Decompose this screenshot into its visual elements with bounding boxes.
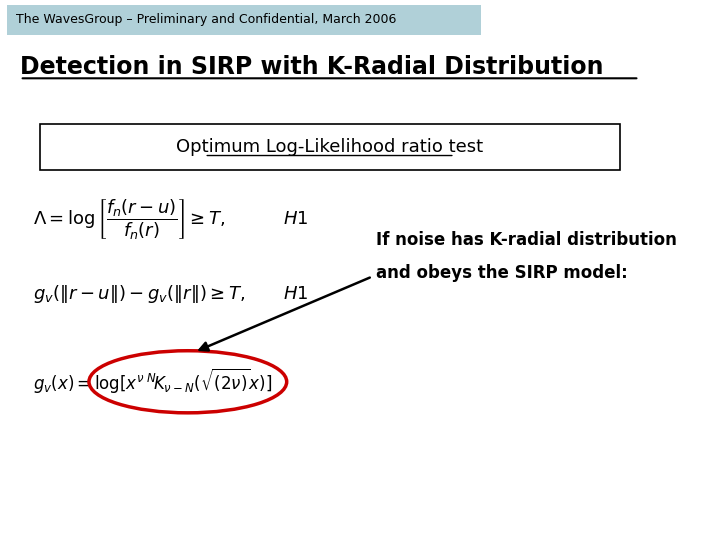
Text: and obeys the SIRP model:: and obeys the SIRP model: (376, 264, 627, 282)
Text: $H1$: $H1$ (284, 210, 309, 228)
Text: Detection in SIRP with K-Radial Distribution: Detection in SIRP with K-Radial Distribu… (19, 56, 603, 79)
Text: If noise has K-radial distribution: If noise has K-radial distribution (376, 231, 677, 249)
FancyBboxPatch shape (6, 5, 481, 35)
FancyBboxPatch shape (40, 124, 619, 170)
Text: $\Lambda = \log\left[\dfrac{f_n(r-u)}{f_n(r)}\right] \geq T,$: $\Lambda = \log\left[\dfrac{f_n(r-u)}{f_… (33, 197, 225, 241)
Text: $g_v(x) = \log[x^{\nu}\,{}^N\!K_{\nu-N}(\sqrt{(2\nu)}x)]$: $g_v(x) = \log[x^{\nu}\,{}^N\!K_{\nu-N}(… (33, 366, 272, 395)
Text: $g_v(\|r-u\|) - g_v(\|r\|) \geq T,$: $g_v(\|r-u\|) - g_v(\|r\|) \geq T,$ (33, 284, 246, 305)
Text: $H1$: $H1$ (284, 285, 309, 303)
Text: The WavesGroup – Preliminary and Confidential, March 2006: The WavesGroup – Preliminary and Confide… (17, 14, 397, 26)
Text: Optimum Log-Likelihood ratio test: Optimum Log-Likelihood ratio test (176, 138, 483, 156)
